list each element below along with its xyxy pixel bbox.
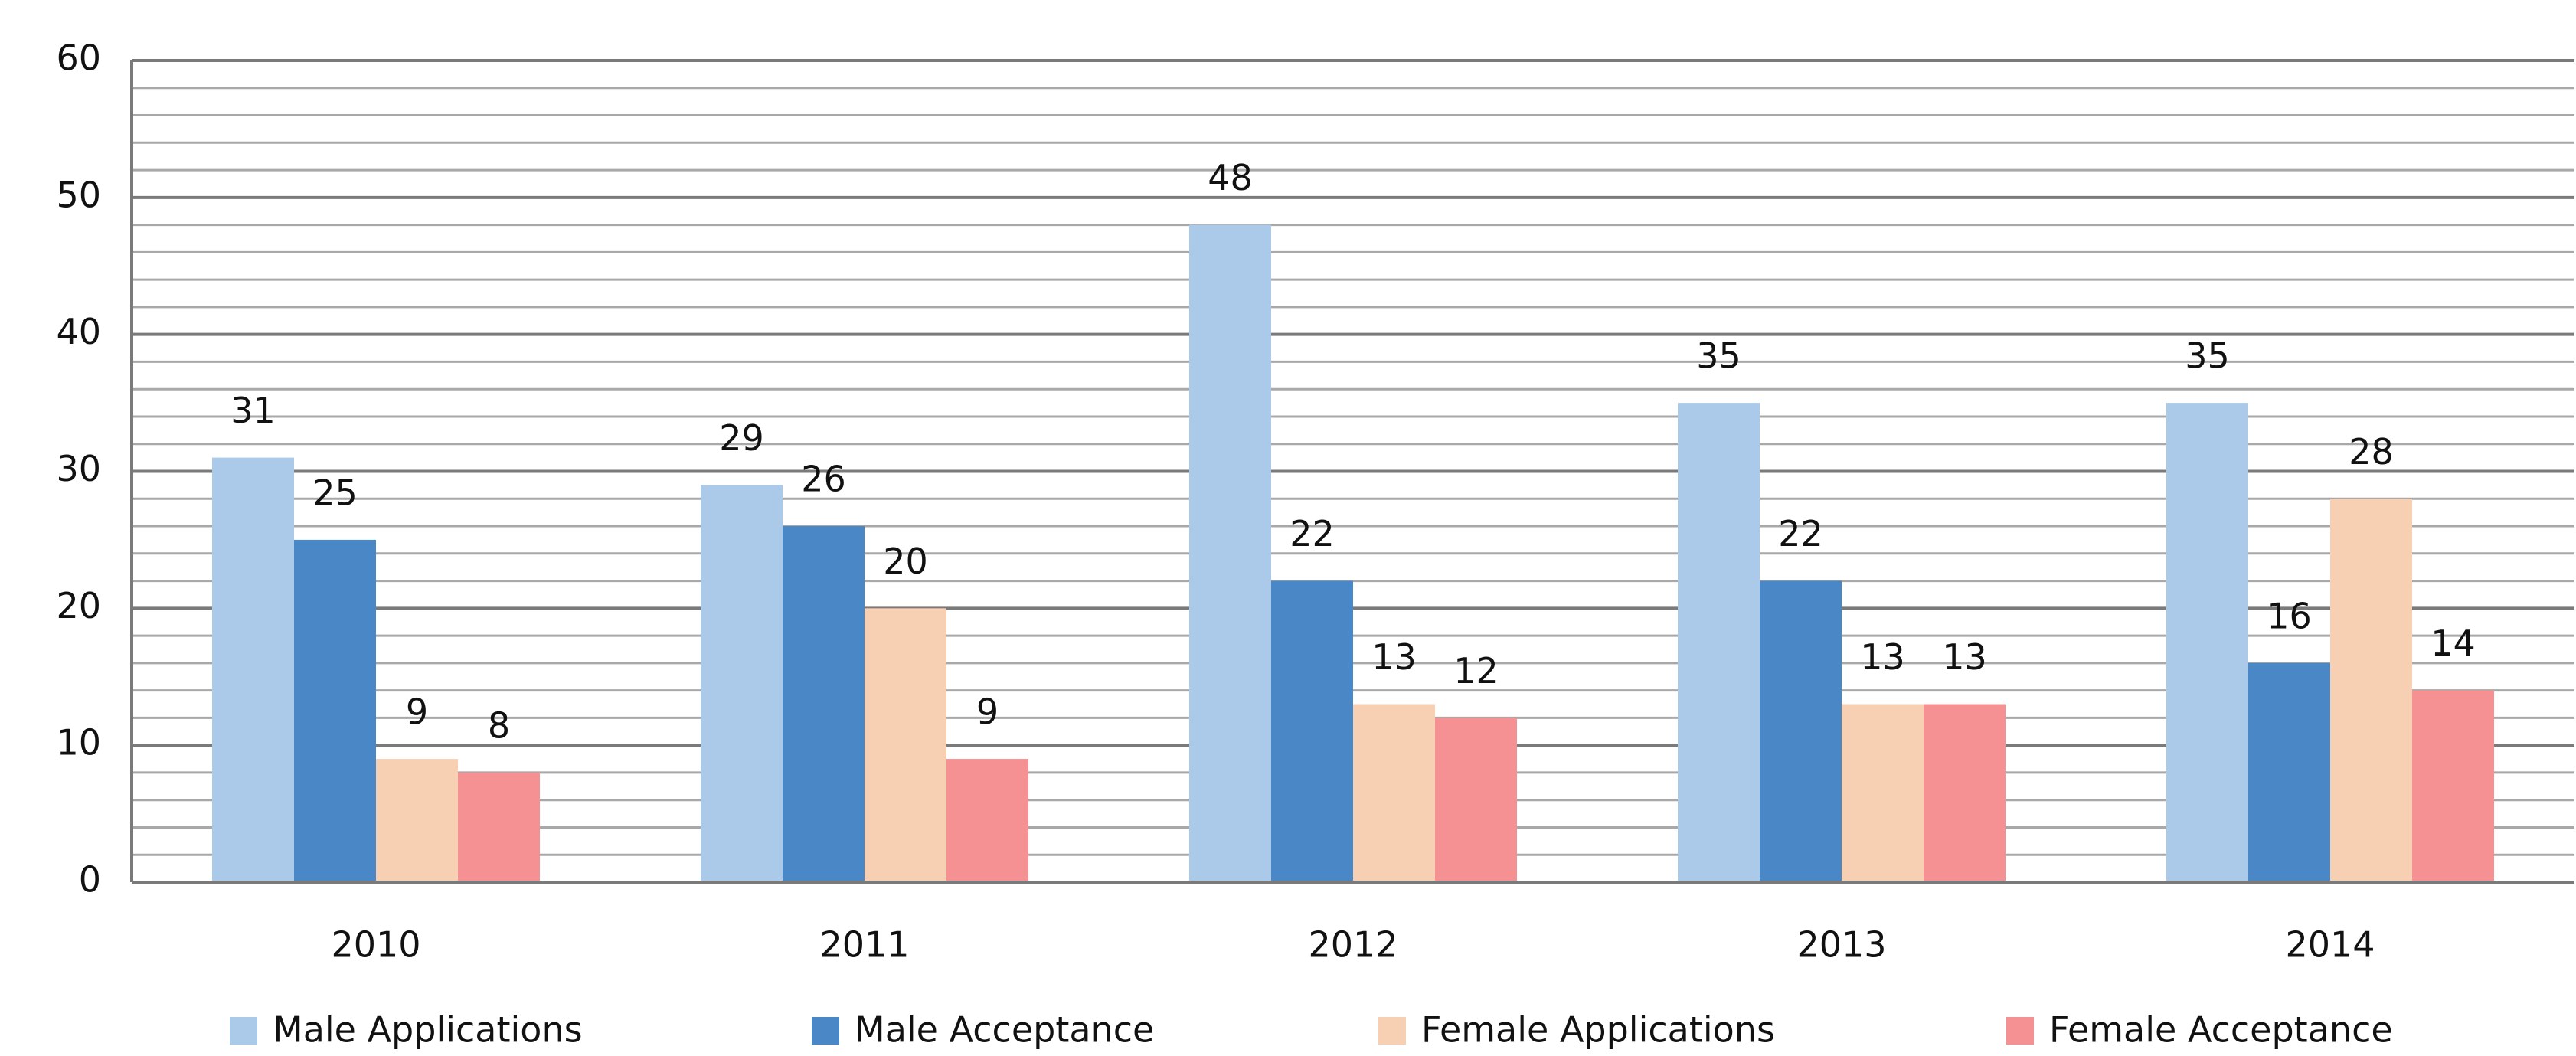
data-label: 29 [719,417,764,459]
bar [946,759,1028,882]
bar [2248,662,2330,882]
bar [376,759,458,882]
bar [294,539,376,882]
data-label: 28 [2349,431,2394,472]
data-label: 8 [488,705,510,746]
y-tick-label: 50 [56,174,101,215]
legend-swatch [1378,1017,1406,1045]
bar [1189,224,1271,883]
legend-label: Male Acceptance [855,1009,1154,1051]
x-tick-label: 2010 [331,924,420,966]
data-label: 9 [976,691,999,733]
bar [1271,580,1353,882]
data-label: 14 [2431,623,2476,664]
bar [458,772,540,882]
bar [1842,704,1924,882]
data-label: 13 [1860,636,1905,678]
y-tick-label: 0 [79,859,101,901]
y-tick-label: 10 [56,722,101,763]
y-tick-label: 60 [56,38,101,79]
data-label: 25 [312,472,358,513]
x-tick-label: 2013 [1796,924,1886,966]
data-label: 22 [1778,513,1823,554]
data-label: 48 [1208,157,1253,198]
bar [865,608,946,882]
bar [783,526,865,882]
bar [1760,580,1842,882]
legend-swatch [2006,1017,2034,1045]
bar [212,457,294,882]
legend-label: Female Acceptance [2049,1009,2393,1051]
legend-label: Male Applications [273,1009,583,1051]
y-tick-label: 40 [56,311,101,352]
legend-swatch [812,1017,839,1045]
x-tick-label: 2012 [1308,924,1398,966]
data-label: 12 [1453,650,1499,691]
x-tick-label: 2014 [2285,924,2375,966]
bar [2166,403,2248,882]
y-tick-label: 30 [56,448,101,489]
bar [1924,704,2006,882]
bar [1678,403,1760,882]
bar [2412,690,2494,882]
data-label: 16 [2267,595,2312,636]
data-label: 13 [1942,636,1987,678]
y-tick-label: 20 [56,585,101,626]
legend-label: Female Applications [1421,1009,1775,1051]
data-label: 26 [801,459,846,500]
bar [2330,499,2412,882]
bar [1353,704,1435,882]
data-label: 31 [230,390,276,431]
bar [1435,718,1517,882]
data-label: 35 [1696,335,1741,377]
data-label: 35 [2185,335,2230,377]
data-label: 9 [406,691,428,733]
data-label: 13 [1371,636,1417,678]
data-label: 22 [1290,513,1335,554]
bar [701,485,783,882]
data-label: 20 [883,541,928,582]
legend-swatch [230,1017,257,1045]
x-tick-label: 2011 [819,924,909,966]
